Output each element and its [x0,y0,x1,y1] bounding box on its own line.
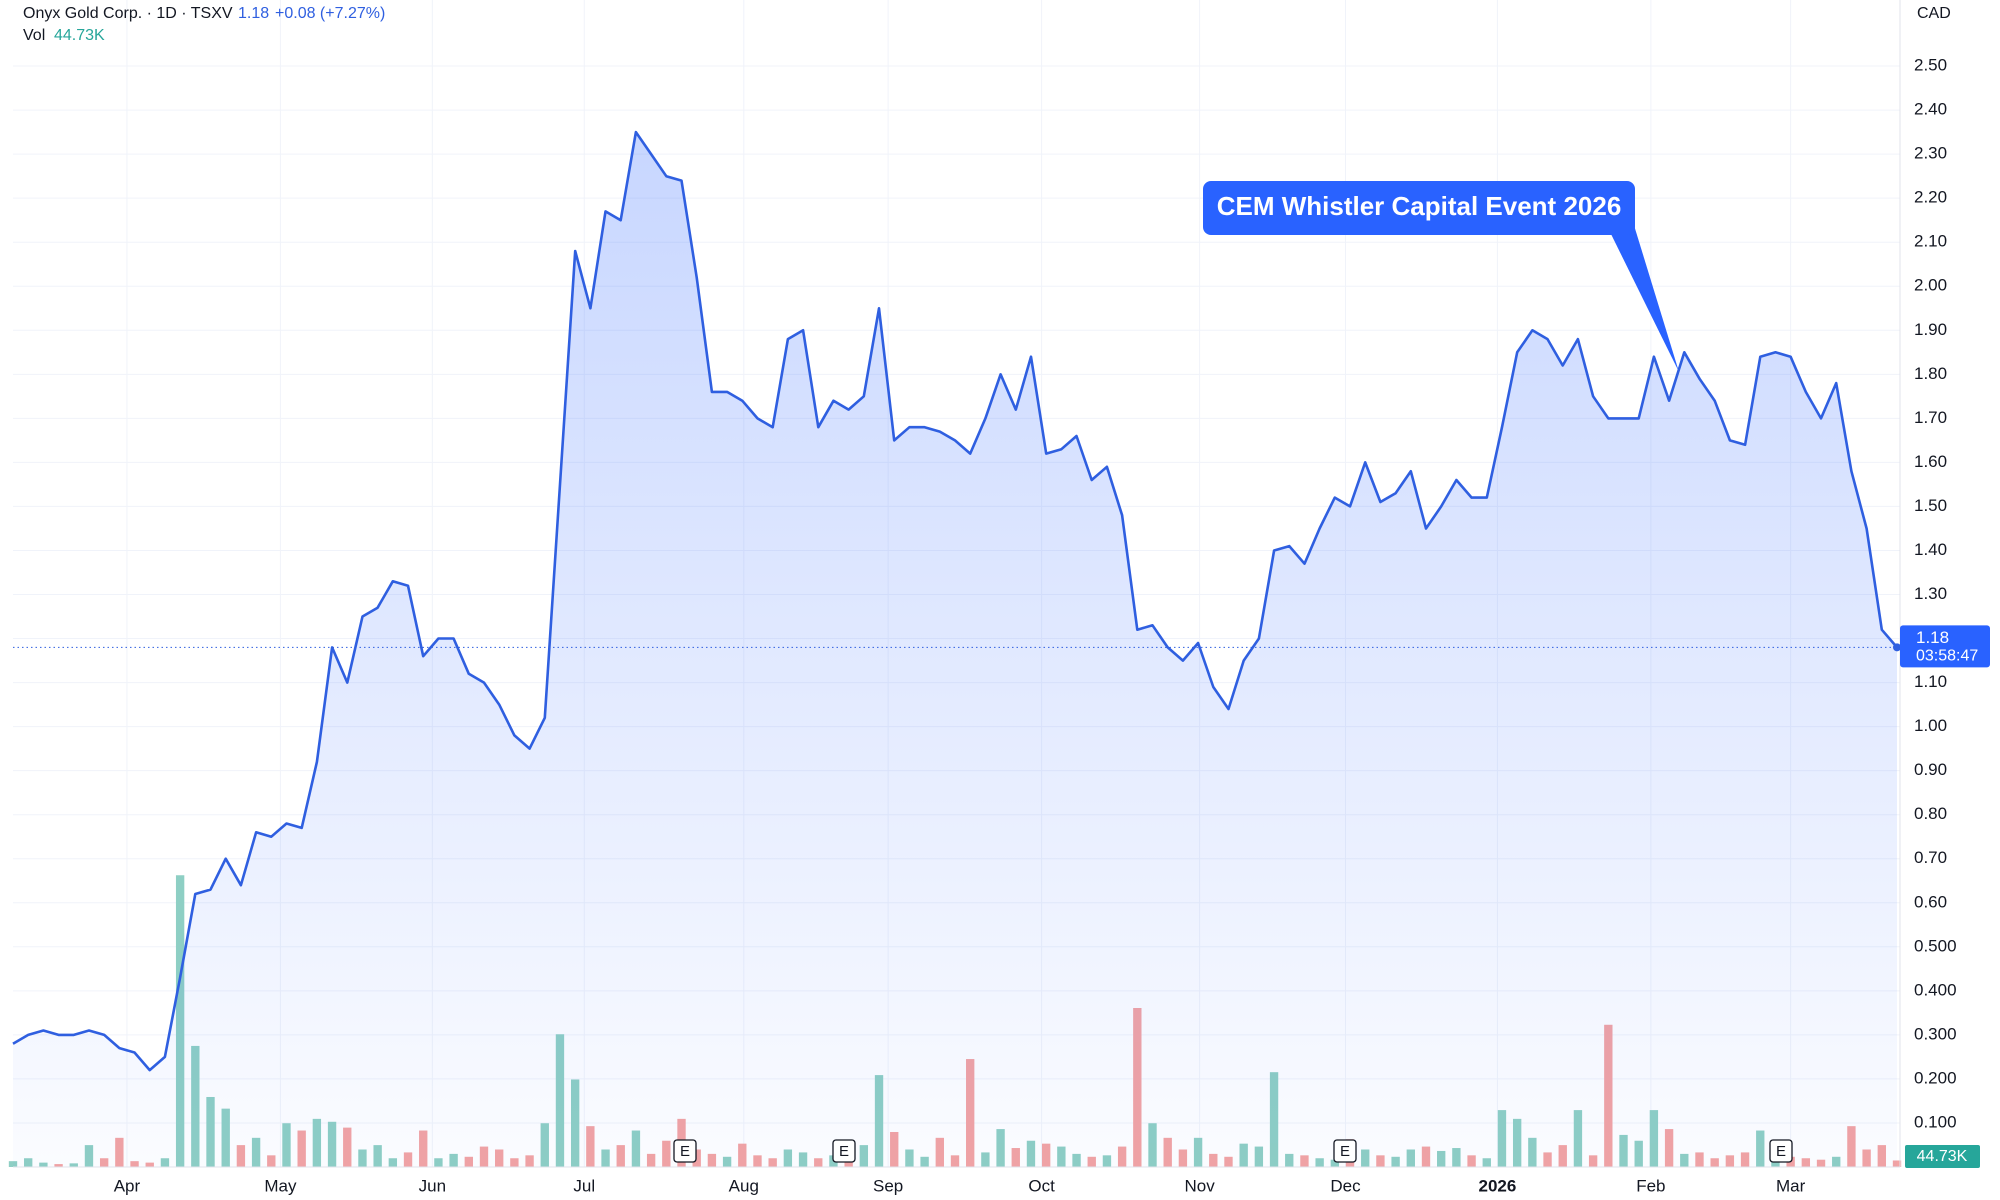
y-tick-label: 0.500 [1914,936,1957,955]
last-price-dot [1893,643,1901,652]
y-tick-label: 0.300 [1914,1024,1957,1043]
price-area [13,132,1897,1168]
volume-tag [1905,1145,1980,1168]
earnings-box [1333,1139,1357,1163]
header-volume: 44.73K [54,27,105,44]
volume-title: Vol [23,27,45,44]
earnings-label: E [680,1143,690,1160]
earnings-label: E [1776,1143,1786,1160]
y-tick-label: 0.70 [1914,848,1947,867]
y-tick-label: 1.90 [1914,320,1947,339]
y-tick-label: 2.50 [1914,56,1947,75]
price-tag-value: 1.18 [1916,628,1949,647]
x-tick-label: Sep [873,1176,903,1195]
y-tick-label: 0.80 [1914,804,1947,823]
y-tick-label: 2.00 [1914,276,1947,295]
earnings-label: E [1340,1143,1350,1160]
earnings-box [832,1139,856,1163]
earnings-label: E [839,1143,849,1160]
y-tick-label: 1.70 [1914,408,1947,427]
y-tick-label: 0.200 [1914,1068,1957,1087]
x-tick-label: May [264,1176,297,1195]
x-tick-label: Aug [729,1176,759,1195]
y-tick-label: 0.90 [1914,760,1947,779]
y-tick-label: 2.20 [1914,188,1947,207]
y-tick-label: 1.00 [1914,716,1947,735]
axes: 0.100 0.200 0.300 0.400 0.500 0.60 0.70 0.80 0.9… [13,0,1957,1195]
symbol-title: Onyx Gold Corp. · 1D · TSXV [23,5,233,22]
price-tag [1900,625,1990,668]
x-tick-label: Feb [1636,1176,1665,1195]
x-tick-label: 2026 [1478,1176,1516,1195]
x-tick-label: Oct [1028,1176,1055,1195]
annotation-text: CEM Whistler Capital Event 2026 [1217,191,1622,221]
y-tick-label: 2.10 [1914,232,1947,251]
price-tag-countdown: 03:58:47 [1916,648,1978,665]
earnings-box [673,1139,697,1163]
currency-label: CAD [1917,5,1951,22]
annotation-pointer [1610,222,1679,372]
price-line [12,130,1898,1072]
x-tick-label: Jun [419,1176,446,1195]
y-tick-label: 1.30 [1914,584,1947,603]
price-pane [12,130,1898,1168]
y-tick-label: 1.50 [1914,496,1947,515]
x-tick-label: Apr [114,1176,141,1195]
x-tick-label: Nov [1184,1176,1215,1195]
y-tick-label: 1.60 [1914,452,1947,471]
y-tick-label: 1.40 [1914,540,1947,559]
y-tick-label: 2.40 [1914,100,1947,119]
y-tick-label: 2.30 [1914,144,1947,163]
y-tick-label: 0.60 [1914,892,1947,911]
y-tick-label: 1.10 [1914,672,1947,691]
y-tick-label: 0.100 [1914,1112,1957,1131]
header-change: +0.08 (+7.27%) [275,5,385,22]
volume-tag-value: 44.73K [1917,1148,1968,1165]
header-price: 1.18 [238,5,269,22]
x-tick-label: Jul [573,1176,595,1195]
x-tick-label: Dec [1330,1176,1361,1195]
y-tick-label: 1.80 [1914,364,1947,383]
x-tick-label: Mar [1776,1176,1806,1195]
earnings-box [1769,1139,1793,1163]
y-tick-label: 0.400 [1914,980,1957,999]
annotation-box [1203,181,1635,235]
